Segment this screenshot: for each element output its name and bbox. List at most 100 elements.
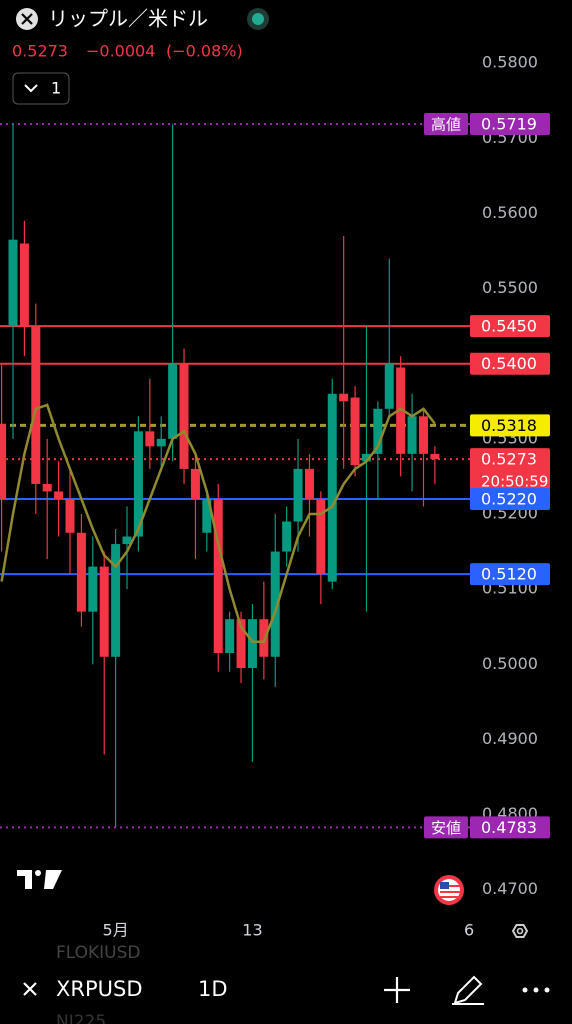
y-tick-label: 0.4700 [482, 879, 538, 898]
chart: 0.47000.48000.49000.50000.51000.52000.53… [0, 53, 550, 940]
x-tick-label: 13 [242, 921, 262, 940]
y-tick-label: 0.5600 [482, 203, 538, 222]
logo-part [35, 870, 41, 876]
candle-body [179, 363, 189, 469]
candle-body [316, 498, 326, 575]
footer-symbol[interactable]: XRPUSD [56, 977, 143, 1001]
candle-body [304, 468, 314, 499]
candle-body [225, 619, 235, 654]
candle-body [145, 431, 155, 447]
logo-part [44, 870, 62, 889]
ghost-symbol: FLOKIUSD [56, 943, 141, 963]
candle-body [384, 363, 394, 409]
price-level-label: 0.5400 [481, 354, 537, 373]
candle-body [19, 243, 29, 327]
y-tick-label: 0.4900 [482, 729, 538, 748]
candle-body [168, 363, 178, 439]
candle-body [133, 431, 143, 537]
market-status-dot [252, 13, 264, 25]
flag-stripes [440, 885, 460, 898]
candle-body [88, 566, 98, 612]
candle-body [111, 544, 121, 657]
candle-body [282, 521, 292, 552]
candle-body [156, 438, 166, 447]
candle-body [236, 619, 246, 669]
price-level-label-bg [470, 315, 550, 338]
add-icon[interactable] [384, 977, 410, 1003]
price-level-label: 0.5220 [481, 489, 537, 508]
price-level-label-bg [470, 487, 550, 510]
layout-count: 1 [51, 79, 61, 98]
candle-body [350, 397, 360, 466]
close-icon[interactable] [23, 982, 37, 996]
settings-icon[interactable] [511, 924, 529, 938]
chevron-icon [24, 84, 38, 93]
ghost-symbol: NI225 [56, 1012, 106, 1024]
candle-body [42, 483, 52, 492]
price-level-label: 0.5318 [481, 416, 537, 435]
price-level-label-bg [470, 448, 550, 493]
moving-average [0, 403, 436, 643]
price-level-label: 0.5719 [481, 114, 537, 133]
price-level-tag-bg [424, 816, 468, 839]
price-change-pct: (−0.08%) [166, 42, 243, 61]
price-level-label-bg [470, 112, 550, 135]
candle-body [8, 239, 18, 327]
countdown: 20:50:59 [481, 473, 548, 491]
candle-body [122, 536, 132, 545]
candle-body [327, 393, 337, 582]
candle-body [190, 468, 200, 499]
y-tick-label: 0.5800 [482, 53, 538, 72]
draw-icon[interactable] [452, 975, 484, 1005]
candle-body [259, 619, 269, 657]
candle-body [418, 416, 428, 454]
close-glyph [21, 13, 33, 25]
price-level-tag: 安値 [431, 819, 461, 837]
last-price: 0.5273 [12, 42, 68, 61]
price-level-label: 0.5120 [481, 565, 537, 584]
candle-body [0, 423, 7, 499]
candle-body [373, 408, 383, 454]
y-tick-label: 0.5500 [482, 278, 538, 297]
footer: FLOKIUSD XRPUSD 1D NI225 [0, 943, 572, 1024]
more-icon[interactable] [522, 987, 550, 993]
price-level-tag-bg [424, 112, 468, 135]
candle-body [270, 551, 280, 657]
candle-body [54, 491, 64, 499]
price-level-label: 0.4783 [481, 818, 537, 837]
flag-canton [440, 882, 449, 889]
price-level-tag: 高値 [431, 115, 461, 133]
candle-body [430, 453, 440, 460]
price-level-label-bg [470, 816, 550, 839]
hexagon [511, 924, 529, 938]
header: リップル／米ドル 0.5273 −0.0004 (−0.08%) 1 [12, 7, 269, 105]
y-tick-label: 0.5000 [482, 654, 538, 673]
price-level-label: 0.5450 [481, 317, 537, 336]
candle-body [407, 416, 417, 454]
candle-body [293, 468, 303, 522]
price-level-label: 0.5273 [481, 450, 537, 469]
symbol-name: リップル／米ドル [48, 7, 208, 31]
price-level-label-bg [470, 352, 550, 375]
hexagon-dot [516, 927, 524, 935]
candle-body [31, 326, 41, 484]
layout-button[interactable] [12, 72, 70, 105]
logo-part [17, 870, 32, 889]
candle-body [247, 619, 257, 669]
candle-body [76, 532, 86, 612]
candle-body [361, 453, 371, 462]
price-level-label-bg [470, 563, 550, 586]
footer-interval[interactable]: 1D [198, 977, 228, 1001]
price-level-label-bg [470, 414, 550, 437]
candle-body [202, 498, 212, 533]
x-tick-label: 5月 [103, 921, 129, 940]
x-tick-label: 6 [464, 921, 474, 940]
candle-body [99, 566, 109, 657]
footer-bg [0, 965, 572, 1024]
candle-body [65, 498, 75, 533]
flag-icon[interactable] [434, 875, 464, 905]
candle-body [213, 498, 223, 654]
candle-body [339, 393, 349, 402]
